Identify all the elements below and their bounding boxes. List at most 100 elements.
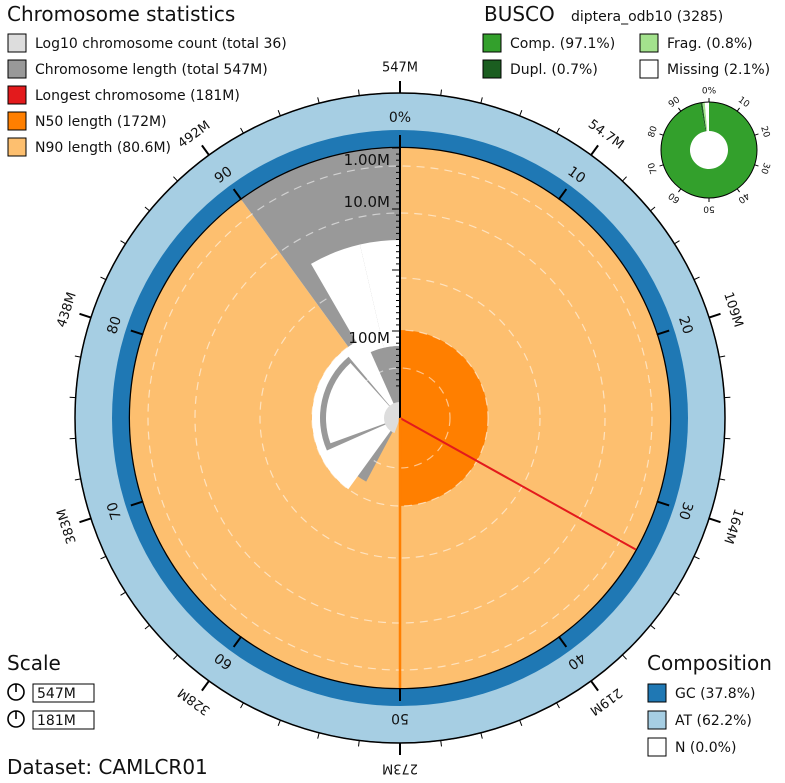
outer-major-tick: [201, 680, 210, 692]
composition-label-n: N (0.0%): [675, 740, 736, 756]
legend-swatch-n50: [7, 111, 27, 131]
composition-swatch-n: [647, 737, 667, 757]
longest-line: [399, 417, 637, 551]
outer-minor-tick: [693, 555, 700, 560]
composition-title: Composition: [647, 651, 772, 675]
percent-label: 20: [675, 314, 696, 336]
legend-label-n90: N90 length (80.6M): [35, 140, 171, 156]
outer-major-tick: [79, 517, 92, 524]
dataset-label: Dataset: CAMLCR01: [7, 755, 208, 779]
legend-swatch-longest: [7, 85, 27, 105]
busco-tick: [678, 107, 682, 112]
percent-tick: [130, 329, 144, 336]
percent-tick: [557, 635, 568, 648]
busco-tick-label: 70: [647, 161, 660, 175]
outer-scale-label: 492M: [175, 118, 213, 151]
outer-major-tick: [708, 312, 721, 319]
percent-tick: [232, 188, 243, 201]
busco-tick: [659, 164, 664, 167]
percent-tick: [130, 500, 144, 507]
outer-minor-tick: [650, 206, 656, 212]
outer-minor-tick: [100, 555, 107, 560]
length-gap: [359, 240, 400, 348]
grid-circle: [194, 212, 606, 624]
busco-tick-label: 30: [758, 161, 771, 175]
scale-legend: Scale 547M 181M: [7, 651, 95, 730]
outer-minor-tick: [622, 176, 627, 182]
outer-scale-label: 547M: [382, 61, 418, 76]
legend-label-n50: N50 length (172M): [35, 114, 167, 130]
outer-minor-tick: [120, 591, 126, 596]
outer-minor-tick: [240, 702, 244, 709]
busco-tick: [754, 133, 759, 136]
outer-minor-tick: [674, 591, 680, 596]
percent-tick: [232, 635, 243, 648]
length-plot: 1.00M 10.0M 100M: [129, 147, 670, 688]
legend-swatch-length: [7, 59, 27, 79]
outer-scale-label: 273M: [382, 761, 418, 776]
busco-tick-label: 0%: [702, 87, 717, 97]
percent-label: 80: [104, 314, 125, 336]
outer-minor-tick: [556, 127, 560, 134]
scale-box-total: [32, 683, 95, 703]
outer-minor-tick: [358, 89, 360, 96]
busco-missing: [704, 102, 709, 132]
grid-circle: [349, 367, 451, 469]
percent-tick: [656, 329, 670, 336]
outer-minor-tick: [650, 624, 656, 630]
scale-icon-total: [7, 683, 25, 701]
outer-scale-label: 383M: [54, 507, 79, 546]
busco-tick: [736, 188, 740, 193]
outer-major-tick: [708, 517, 721, 524]
length-gap-core: [326, 363, 400, 444]
log-tick-label: 1.00M: [344, 151, 390, 169]
percent-label: 30: [675, 500, 696, 522]
scale-box-longest: [32, 710, 95, 730]
busco-label-fragmented: Frag. (0.8%): [667, 36, 753, 52]
stats-title: Chromosome statistics: [7, 2, 235, 26]
busco-swatch-complete: [482, 33, 502, 53]
composition-swatch-at: [647, 710, 667, 730]
outer-major-tick: [79, 312, 92, 319]
outer-minor-tick: [480, 97, 483, 104]
legend-label-count: Log10 chromosome count (total 36): [35, 36, 287, 52]
outer-minor-tick: [277, 110, 281, 117]
composition-label-gc: GC (37.8%): [675, 686, 755, 702]
outer-minor-tick: [719, 478, 726, 481]
outer-minor-tick: [74, 355, 81, 358]
legend-swatch-n90: [7, 137, 27, 157]
stats-legend: Chromosome statistics Log10 chromosome c…: [7, 2, 287, 157]
percent-tick: [656, 500, 670, 507]
scale-title: Scale: [7, 651, 61, 675]
outer-minor-tick: [277, 719, 281, 726]
busco-tick-label: 10: [736, 95, 751, 110]
scale-label-total: 547M: [37, 686, 76, 702]
n50-area: [400, 330, 488, 506]
legend-swatch-count: [7, 33, 27, 53]
outer-minor-tick: [173, 654, 178, 660]
busco-legend: BUSCO diptera_odb10 (3285) Comp. (97.1%)…: [482, 2, 770, 79]
busco-tick: [678, 188, 682, 193]
outer-minor-tick: [719, 355, 726, 358]
busco-label-complete: Comp. (97.1%): [510, 36, 615, 52]
outer-minor-tick: [440, 740, 442, 747]
busco-lineage: diptera_odb10 (3285): [571, 9, 723, 25]
percent-label: 70: [104, 500, 125, 522]
busco-tick-label: 40: [736, 190, 751, 205]
composition-swatch-gc: [647, 683, 667, 703]
busco-swatch-fragmented: [639, 33, 659, 53]
outer-scale-label: 54.7M: [585, 117, 626, 153]
log-tick-label: 10.0M: [344, 193, 390, 211]
outer-minor-tick: [440, 89, 442, 96]
scale-icon-longest: [7, 710, 25, 728]
outer-minor-tick: [317, 732, 320, 739]
busco-label-duplicated: Dupl. (0.7%): [510, 62, 598, 78]
outer-minor-tick: [120, 240, 126, 245]
outer-minor-tick: [240, 127, 244, 134]
outer-minor-tick: [358, 740, 360, 747]
busco-tick: [736, 107, 740, 112]
busco-fragmented: [702, 102, 708, 132]
busco-tick: [659, 133, 664, 136]
outer-scale-label: 328M: [175, 684, 213, 717]
